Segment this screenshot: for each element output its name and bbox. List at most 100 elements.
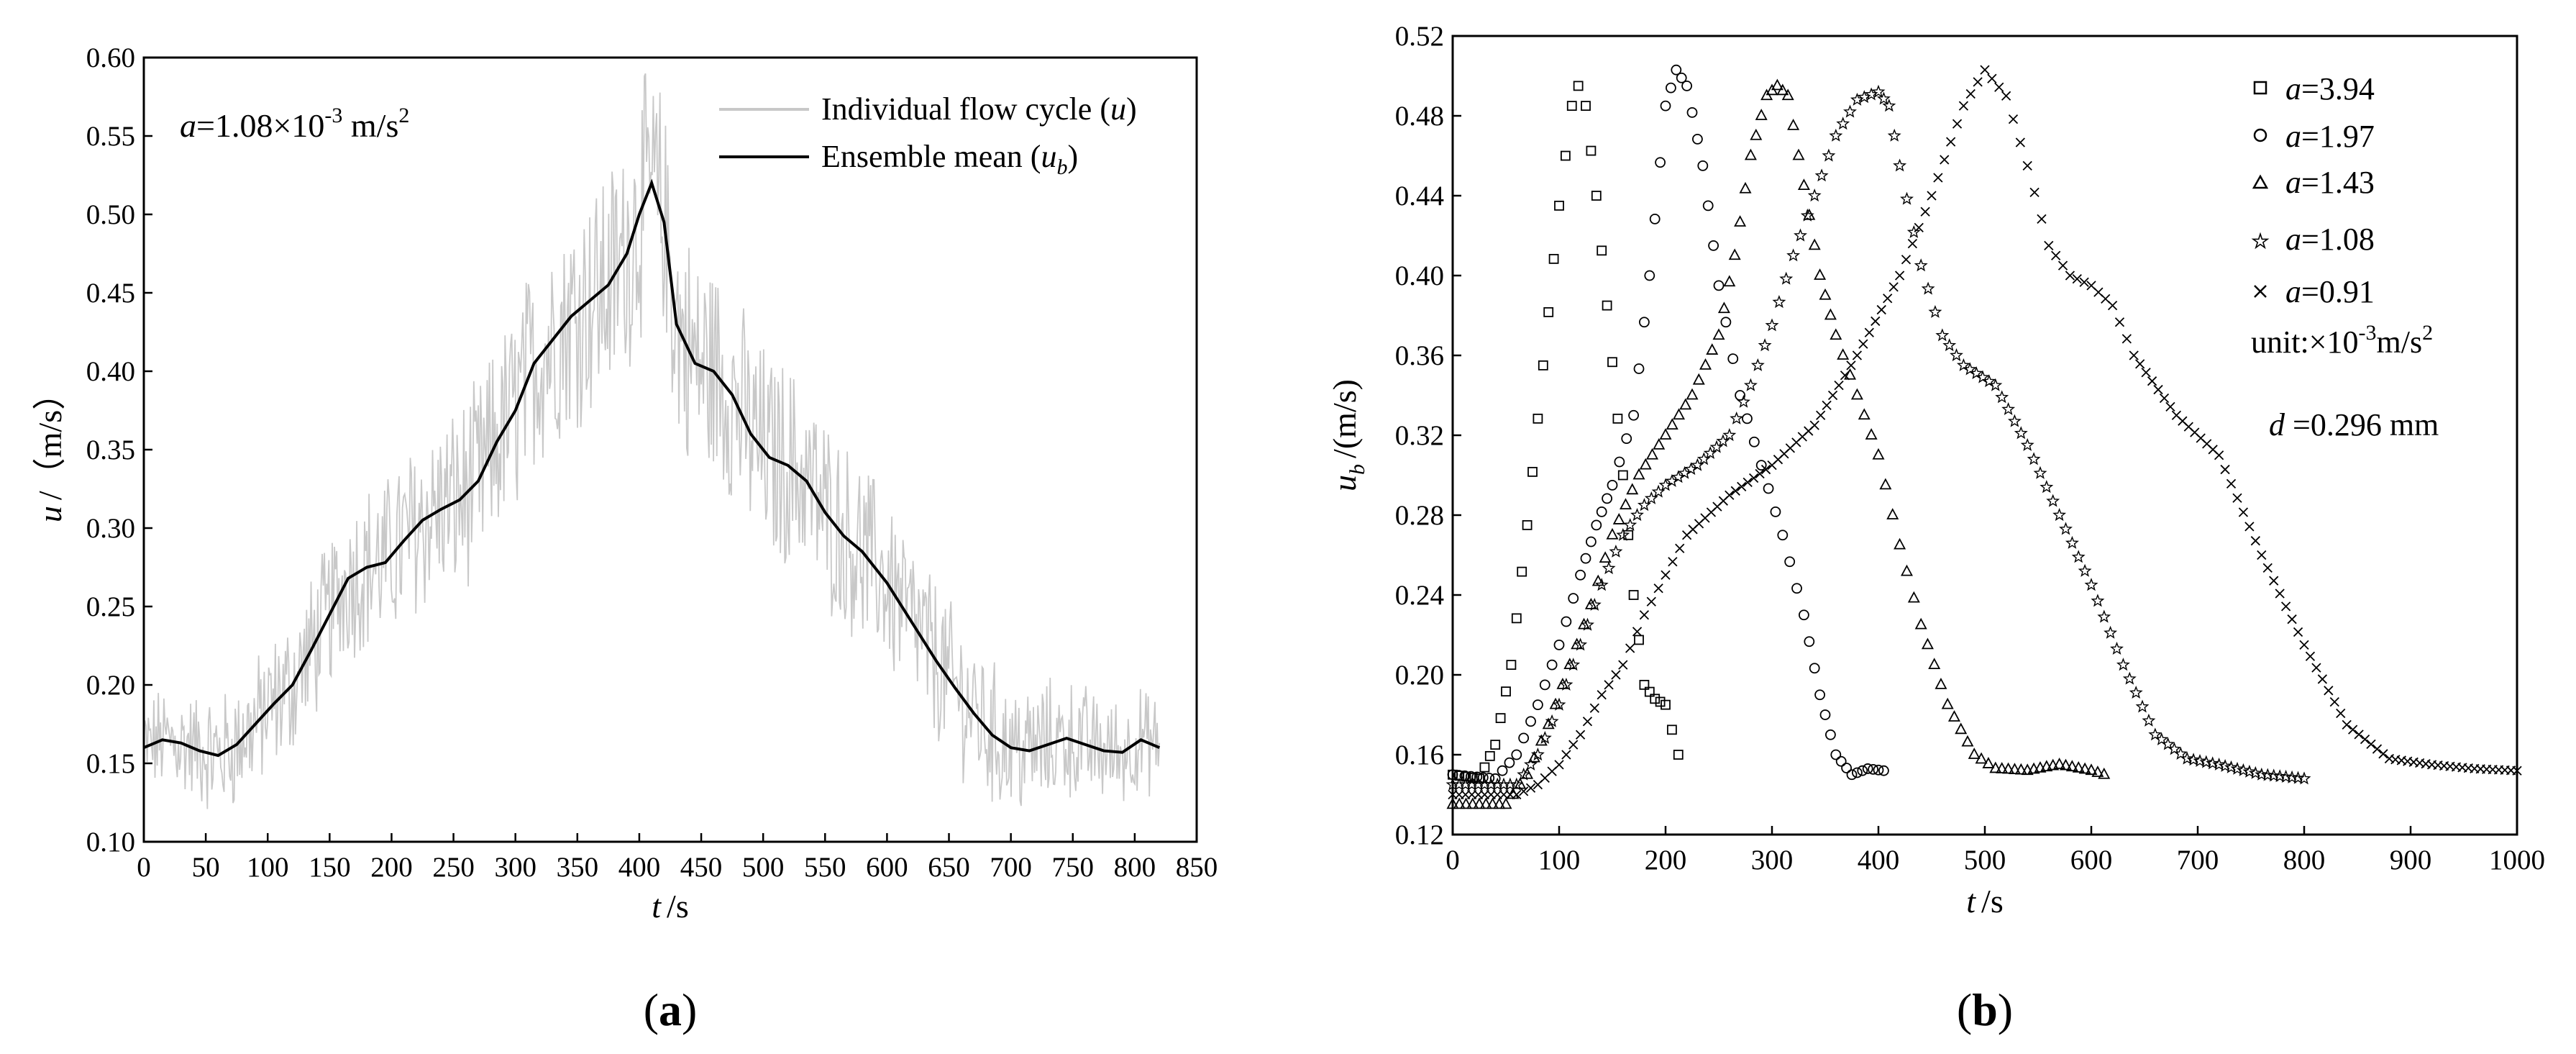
y-axis-label-a: u/（m/s） <box>32 377 68 522</box>
grain-size-note: d =0.296 mm <box>2269 407 2439 442</box>
data-point-star <box>1765 318 1779 332</box>
y-tick-label-b: 0.28 <box>1395 500 1444 531</box>
data-point-star <box>2173 746 2188 760</box>
data-point-star <box>2180 751 2194 765</box>
data-point-triangle <box>1947 710 1960 722</box>
y-tick-label-b: 0.32 <box>1395 420 1444 451</box>
data-point-star <box>2161 737 2175 750</box>
data-point-triangle <box>1479 797 1492 809</box>
data-point-star <box>1822 148 1836 162</box>
data-point-cross <box>2051 250 2061 260</box>
data-point-square <box>1661 699 1671 710</box>
data-point-triangle <box>1955 722 1968 735</box>
data-point-star <box>1786 248 1801 262</box>
data-point-triangle <box>1686 388 1699 400</box>
data-point-cross <box>1927 191 1937 201</box>
y-tick-label-a: 0.45 <box>86 278 135 309</box>
annotation-var: a <box>180 107 196 144</box>
data-point-triangle <box>2053 757 2066 769</box>
x-tick-label-a: 450 <box>680 852 723 883</box>
data-point-cross <box>1730 486 1740 496</box>
data-point-cross <box>1914 222 1924 233</box>
y-tick-label-a: 0.10 <box>86 827 135 858</box>
data-point-square <box>1511 613 1522 624</box>
data-point-cross <box>2336 708 2346 719</box>
data-point-cross <box>2305 651 2316 661</box>
data-point-cross <box>2029 187 2040 198</box>
data-point-circle <box>1742 413 1753 424</box>
data-point-circle <box>1851 767 1863 778</box>
data-point-cross <box>1554 760 1564 770</box>
data-point-cross <box>1876 304 1886 315</box>
data-point-star <box>2135 699 2150 713</box>
data-point-cross <box>1525 783 1536 793</box>
data-point-cross <box>2107 300 2118 311</box>
x-tick-label-a: 400 <box>618 852 661 883</box>
data-point-star <box>1963 362 1977 376</box>
data-point-square <box>1479 762 1490 773</box>
data-point-cross <box>1920 206 1930 217</box>
data-point-star <box>1887 128 1901 142</box>
data-point-cross <box>1840 371 1850 381</box>
data-point-star <box>2084 578 2098 591</box>
data-point-triangle <box>1858 408 1871 420</box>
data-point-square <box>1628 590 1639 600</box>
x-axis-label-b: t/s <box>1966 883 2003 919</box>
data-point-star <box>1843 104 1857 118</box>
data-point-star <box>2020 437 2034 451</box>
data-point-triangle <box>1968 748 1981 759</box>
data-point-circle <box>1591 519 1602 531</box>
y-tick-label-a: 0.55 <box>86 121 135 152</box>
data-point-circle <box>1763 483 1774 494</box>
y-tick-label-b: 0.12 <box>1395 819 1444 850</box>
data-point-square <box>1639 679 1650 690</box>
data-point-triangle <box>1672 408 1686 420</box>
data-point-cross <box>2226 478 2237 489</box>
data-point-circle <box>1497 765 1508 776</box>
data-point-cross <box>1743 477 1753 488</box>
data-point-cross <box>2244 522 2255 532</box>
data-point-star <box>2014 426 2028 440</box>
data-point-star <box>1587 597 1602 611</box>
data-point-cross <box>1589 703 1599 713</box>
data-point-triangle <box>1473 797 1486 809</box>
data-point-triangle <box>1989 761 2002 773</box>
y-ticks-a: 0.10 0.15 0.20 0.25 0.30 0.35 0.40 0.45 0.50 0.55… <box>86 42 152 858</box>
x-ticks-a: 0 50 100 150 200 250 300 350 400 450 500 550 600 650 7… <box>137 833 1218 883</box>
legend-label-a108: a=1.08 <box>2285 222 2375 257</box>
data-point-cross <box>2342 719 2352 730</box>
data-point-circle <box>1835 755 1847 767</box>
data-point-circle <box>1596 506 1607 517</box>
data-point-triangle <box>1535 734 1548 746</box>
data-point-circle <box>1580 553 1591 564</box>
data-point-circle <box>1824 729 1836 740</box>
x-tick-label-a: 250 <box>432 852 475 883</box>
data-point-star <box>1942 338 1957 352</box>
data-point-cross <box>2275 589 2285 599</box>
data-point-cross <box>2269 576 2279 586</box>
data-point-circle <box>1504 757 1515 768</box>
x-tick-label-b: 0 <box>1445 845 1460 876</box>
data-point-star <box>2001 401 2016 416</box>
data-point-triangle <box>1619 498 1632 510</box>
data-point-triangle <box>1706 343 1719 355</box>
x-tick-label-b: 600 <box>2070 845 2113 876</box>
data-point-circle <box>1644 270 1655 281</box>
data-point-star <box>1982 374 1996 388</box>
data-point-triangle <box>1824 308 1837 320</box>
data-point-cross <box>2329 697 2339 707</box>
data-point-cross <box>2147 376 2157 386</box>
data-point-circle <box>1676 72 1687 83</box>
data-point-triangle <box>1941 697 1954 709</box>
data-point-cross <box>2057 260 2068 271</box>
data-point-triangle <box>1787 118 1800 130</box>
data-point-triangle <box>1653 437 1666 450</box>
data-point-square <box>1650 694 1661 704</box>
data-point-circle <box>1720 317 1732 328</box>
data-point-star <box>2078 563 2092 577</box>
data-point-cross <box>2232 493 2242 503</box>
data-point-triangle <box>1692 373 1705 385</box>
data-point-triangle <box>1739 181 1752 194</box>
data-point-cross <box>2299 640 2309 650</box>
data-point-cross <box>1952 119 1963 129</box>
